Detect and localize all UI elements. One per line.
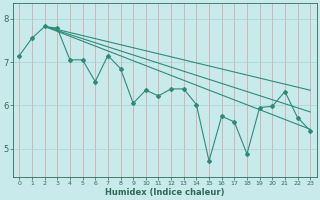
X-axis label: Humidex (Indice chaleur): Humidex (Indice chaleur) — [105, 188, 225, 197]
